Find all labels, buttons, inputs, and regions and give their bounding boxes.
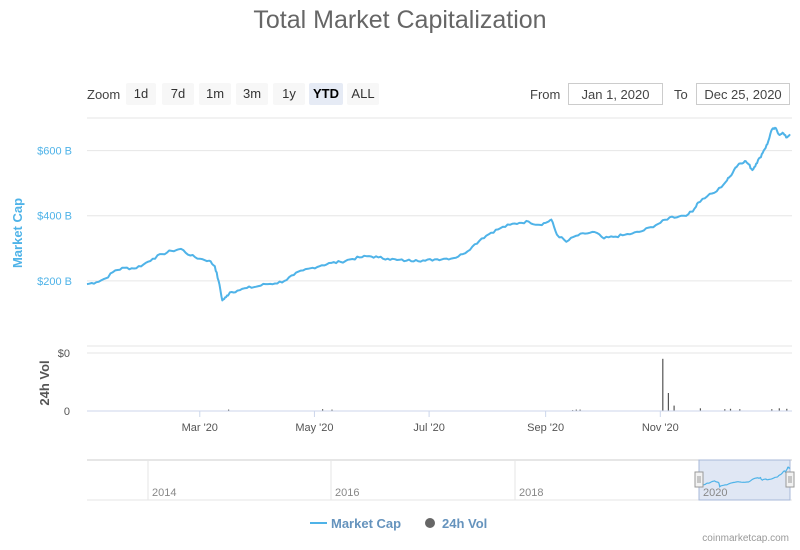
volume-tick-zero: 0	[64, 406, 70, 418]
volume-bar	[771, 409, 773, 411]
x-tick-label: Sep '20	[527, 422, 564, 434]
market-cap-series-line[interactable]	[86, 126, 791, 302]
range-to-label: To	[674, 87, 688, 102]
zoom-all-button[interactable]: ALL	[347, 83, 379, 105]
zoom-1y-button[interactable]: 1y	[273, 83, 305, 105]
volume-bar	[673, 405, 675, 411]
navigator-series-line	[702, 466, 791, 488]
volume-bar	[322, 409, 324, 411]
market-cap-axis-label: Market Cap	[10, 198, 25, 268]
range-from-input[interactable]: Jan 1, 2020	[568, 83, 663, 105]
volume-bar	[739, 409, 741, 411]
navigator-right-handle[interactable]	[785, 471, 795, 488]
navigator-year-2018: 2018	[519, 487, 543, 499]
volume-bar	[729, 408, 732, 412]
zoom-1d-button[interactable]: 1d	[126, 83, 156, 105]
x-tick-label: Jul '20	[413, 422, 444, 434]
x-tick-label: Nov '20	[642, 422, 679, 434]
y-tick-label: $600 B	[37, 146, 72, 158]
x-tick-label: Mar '20	[182, 422, 218, 434]
navigator-year-2016: 2016	[335, 487, 359, 499]
legend-24h-vol-label: 24h Vol	[442, 516, 487, 531]
zoom-1m-button[interactable]: 1m	[199, 83, 231, 105]
zoom-3m-button[interactable]: 3m	[236, 83, 268, 105]
volume-bar	[667, 393, 669, 411]
chart-title: Total Market Capitalization	[253, 6, 547, 34]
legend: Market Cap 24h Vol	[310, 516, 487, 531]
volume-bar	[579, 409, 581, 411]
grid-layer	[87, 150, 792, 282]
navigator-selection[interactable]	[698, 459, 791, 501]
x-tick-layer: Mar '20 May '20 Jul '20 Sep '20 Nov '20	[182, 411, 679, 434]
volume-axis-label: 24h Vol	[37, 360, 52, 405]
legend-circle-symbol	[425, 518, 435, 528]
navigator-year-2020: 2020	[703, 487, 727, 499]
volume-bar	[699, 408, 701, 411]
y-tick-label: $200 B	[37, 276, 72, 288]
zoom-7d-button[interactable]: 7d	[162, 83, 194, 105]
volume-bar	[778, 408, 780, 411]
volume-bar	[575, 409, 577, 411]
x-tick-label: May '20	[295, 422, 333, 434]
y-tick-layer: $200 B $400 B $600 B	[37, 146, 72, 288]
volume-bar	[724, 409, 726, 411]
y-tick-label: $400 B	[37, 211, 72, 223]
zoom-label: Zoom	[87, 87, 121, 102]
volume-bar	[228, 409, 230, 411]
legend-item-24h-vol[interactable]: 24h Vol	[425, 516, 487, 531]
volume-bar	[331, 409, 333, 411]
source-credit[interactable]: coinmarketcap.com	[702, 533, 789, 544]
range-from-label: From	[530, 87, 561, 102]
navigator-left-handle[interactable]	[694, 471, 704, 488]
zoom-ytd-button[interactable]: YTD	[309, 83, 343, 105]
range-to-input[interactable]: Dec 25, 2020	[696, 83, 790, 105]
volume-tick-top: $0	[58, 348, 70, 360]
volume-bar	[786, 408, 788, 412]
volume-bar	[662, 358, 664, 411]
navigator[interactable]: 2014 2016 2018 2020	[87, 459, 795, 501]
legend-market-cap-label: Market Cap	[331, 516, 401, 531]
legend-item-market-cap[interactable]: Market Cap	[310, 516, 401, 531]
volume-bars	[228, 358, 788, 412]
navigator-year-2014: 2014	[152, 487, 176, 499]
